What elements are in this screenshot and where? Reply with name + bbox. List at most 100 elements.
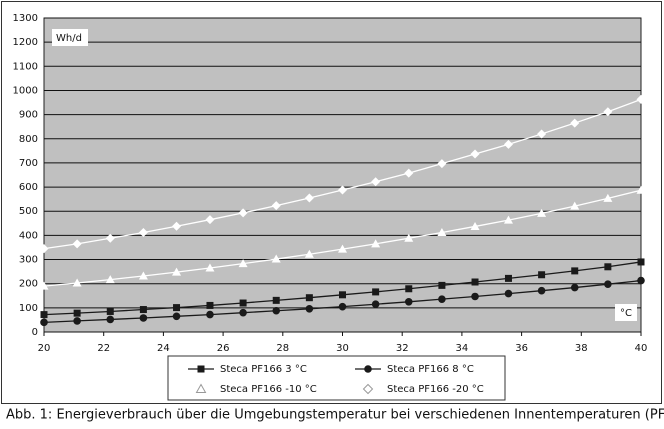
marker: [503, 139, 513, 149]
x-tick-label: 34: [456, 343, 469, 354]
marker: [73, 317, 81, 325]
x-tick-label: 24: [157, 343, 170, 354]
marker: [105, 275, 115, 284]
marker: [39, 281, 49, 290]
marker: [39, 244, 49, 254]
marker: [471, 292, 479, 301]
marker: [40, 311, 48, 319]
y-tick-label: 800: [19, 134, 38, 145]
marker: [438, 295, 446, 303]
marker: [239, 308, 247, 317]
caption: Abb. 1: Energieverbrauch über die Umgebu…: [6, 408, 664, 423]
marker: [537, 129, 547, 139]
marker: [305, 294, 313, 302]
marker: [538, 271, 546, 279]
y-tick-label: 1100: [13, 61, 38, 72]
marker: [139, 314, 148, 322]
marker: [73, 309, 81, 317]
marker: [106, 307, 114, 315]
marker: [404, 298, 413, 306]
marker: [603, 193, 613, 202]
marker: [603, 107, 613, 117]
marker: [138, 227, 148, 237]
marker: [504, 289, 513, 298]
marker: [437, 227, 447, 236]
x-tick-label: 20: [38, 343, 51, 354]
marker: [239, 299, 247, 307]
x-tick-label: 40: [635, 343, 648, 354]
marker: [570, 201, 580, 210]
marker: [372, 288, 380, 296]
marker: [305, 305, 314, 313]
marker: [636, 185, 646, 194]
marker: [338, 244, 347, 253]
marker: [304, 249, 314, 258]
marker: [138, 271, 148, 280]
marker: [504, 274, 512, 282]
y-tick-label: 1300: [13, 13, 38, 24]
marker: [503, 215, 513, 224]
unit-box: [52, 29, 88, 46]
marker: [206, 310, 214, 319]
marker: [371, 177, 381, 187]
legend-label: Steca PF166 8 °C: [387, 364, 474, 375]
legend-marker: [197, 365, 205, 373]
marker: [404, 168, 414, 178]
y-tick-label: 1000: [13, 85, 38, 96]
y-tick-label: 900: [19, 110, 38, 121]
marker: [570, 118, 580, 128]
legend-label: Steca PF166 -10 °C: [220, 384, 317, 395]
legend-marker: [362, 383, 374, 395]
marker: [438, 281, 446, 289]
marker: [238, 259, 248, 268]
marker: [537, 286, 546, 295]
marker: [105, 233, 115, 243]
marker: [604, 263, 612, 271]
marker: [637, 258, 645, 266]
marker: [72, 239, 82, 249]
marker: [272, 296, 280, 304]
legend-marker: [364, 365, 372, 373]
marker: [206, 301, 214, 309]
marker: [338, 302, 347, 311]
marker: [271, 254, 281, 263]
unit-box: [615, 304, 637, 321]
x-unit-label: °C: [620, 308, 632, 319]
marker: [272, 306, 281, 315]
marker: [172, 267, 182, 276]
marker: [205, 263, 215, 272]
marker: [371, 239, 381, 248]
marker: [72, 278, 82, 287]
marker: [338, 185, 347, 195]
x-tick-label: 28: [276, 343, 289, 354]
x-tick-label: 38: [575, 343, 588, 354]
legend-marker: [195, 383, 207, 393]
marker: [437, 159, 447, 169]
x-tick-label: 22: [97, 343, 110, 354]
x-tick-label: 36: [515, 343, 528, 354]
legend-label: Steca PF166 -20 °C: [387, 384, 484, 395]
legend-label: Steca PF166 3 °C: [220, 364, 307, 375]
y-tick-label: 600: [19, 182, 38, 193]
y-tick-label: 200: [19, 279, 38, 290]
y-tick-label: 300: [19, 255, 38, 266]
plot-area: [43, 17, 642, 333]
marker: [470, 221, 480, 230]
marker: [339, 291, 346, 299]
y-tick-label: 400: [19, 230, 38, 241]
marker: [471, 278, 479, 286]
marker: [405, 285, 413, 293]
marker: [570, 283, 579, 292]
marker: [271, 201, 281, 211]
marker: [304, 193, 314, 203]
y-unit-label: Wh/d: [56, 33, 82, 44]
x-tick-label: 30: [336, 343, 349, 354]
marker: [173, 304, 181, 312]
marker: [172, 221, 182, 231]
marker: [537, 208, 547, 217]
y-tick-label: 700: [19, 158, 38, 169]
x-tick-label: 32: [396, 343, 409, 354]
marker: [205, 215, 215, 225]
marker: [139, 306, 147, 314]
